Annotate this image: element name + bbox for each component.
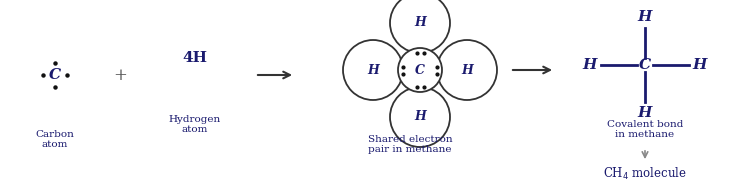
Text: Shared electron
pair in methane: Shared electron pair in methane <box>368 135 452 154</box>
Circle shape <box>343 40 403 100</box>
Text: H: H <box>583 58 597 72</box>
Text: C: C <box>415 64 425 76</box>
Text: H: H <box>693 58 707 72</box>
Text: Covalent bond
in methane: Covalent bond in methane <box>607 120 683 139</box>
Text: H: H <box>414 110 426 124</box>
Circle shape <box>398 48 442 92</box>
Text: H: H <box>638 10 652 24</box>
Circle shape <box>390 0 450 53</box>
Text: C: C <box>639 58 651 72</box>
Text: CH$_4$ molecule: CH$_4$ molecule <box>603 166 687 182</box>
Text: Carbon
atom: Carbon atom <box>36 130 75 149</box>
Text: H: H <box>638 106 652 120</box>
Text: +: + <box>113 66 127 84</box>
Text: H: H <box>461 64 473 76</box>
Circle shape <box>390 87 450 147</box>
Text: C: C <box>49 68 61 82</box>
Text: 4H: 4H <box>183 51 207 65</box>
Text: Hydrogen
atom: Hydrogen atom <box>169 115 221 134</box>
Circle shape <box>437 40 497 100</box>
Text: H: H <box>367 64 379 76</box>
Text: H: H <box>414 17 426 29</box>
